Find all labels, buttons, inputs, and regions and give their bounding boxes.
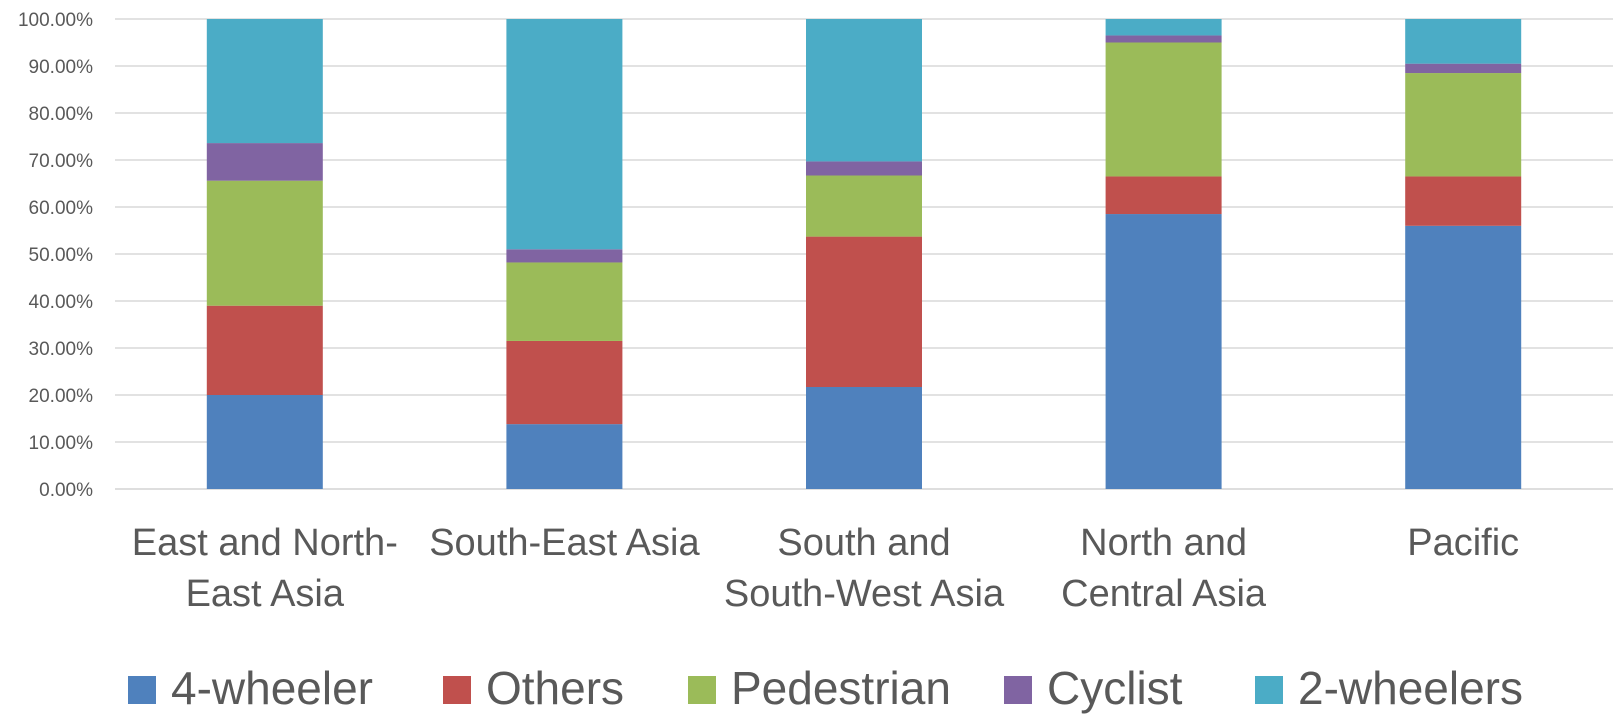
legend-swatch [128,676,156,704]
y-tick-label: 100.00% [18,10,93,31]
legend-label: Pedestrian [731,662,951,714]
y-tick-label: 70.00% [29,151,94,172]
bar-segment-4-wheeler [506,424,623,489]
legend-swatch [688,676,716,704]
bar-segment-others [806,236,922,388]
bar-segment-cyclist [206,143,323,181]
bar-segment-4-wheeler [1105,214,1222,490]
bar-segment-2-wheelers [1105,19,1222,36]
bar-segment-others [506,340,623,425]
bar-segment-pedestrian [206,180,323,306]
bar-segment-cyclist [506,249,623,263]
y-tick-label: 80.00% [29,104,94,125]
legend-swatch [443,676,471,704]
category-label: South-East Asia [429,522,700,564]
y-tick-label: 40.00% [29,292,94,313]
category-label: Pacific [1407,522,1519,564]
bar-segment-pedestrian [506,262,623,341]
bar-segment-pedestrian [1405,73,1522,177]
legend-label: 4-wheeler [171,662,373,714]
bar-segment-2-wheelers [1405,19,1522,64]
legend-swatch [1255,676,1283,704]
category-label: East and North-East Asia [132,522,398,615]
legend: 4-wheeler Others Pedestrian Cyclist 2-wheele… [128,662,1523,714]
bar-segment-pedestrian [806,175,922,237]
y-tick-label: 60.00% [29,198,94,219]
y-tick-label: 10.00% [29,433,94,454]
bar-segment-cyclist [806,161,922,176]
bars [206,19,1522,490]
y-tick-label: 90.00% [29,57,94,78]
bar-segment-cyclist [1405,63,1522,74]
y-tick-label: 0.00% [39,480,93,501]
y-axis-ticks: 0.00% 10.00% 20.00% 30.00% 40.00% 50.00% 60.00… [18,10,93,501]
category-label: South and South-West Asia [724,522,1005,615]
y-tick-label: 50.00% [29,245,94,266]
legend-label: 2-wheelers [1298,662,1523,714]
bar-segment-4-wheeler [206,395,323,489]
bar-segment-2-wheelers [206,19,323,144]
bar-segment-cyclist [1105,35,1222,43]
legend-label: Cyclist [1047,662,1183,714]
y-tick-label: 30.00% [29,339,94,360]
bar-segment-2-wheelers [806,19,922,162]
legend-label: Others [486,662,624,714]
bar-segment-4-wheeler [1405,225,1522,490]
bar-segment-others [1105,176,1222,215]
x-axis-categories: East and North-East Asia South-East Asia S… [132,522,1519,615]
bar-segment-others [206,305,323,395]
y-tick-label: 20.00% [29,386,94,407]
bar-segment-2-wheelers [506,19,623,250]
legend-swatch [1004,676,1032,704]
bar-segment-4-wheeler [806,387,922,489]
bar-segment-others [1405,176,1522,226]
category-label: North and Central Asia [1061,522,1267,615]
bar-segment-pedestrian [1105,42,1222,177]
